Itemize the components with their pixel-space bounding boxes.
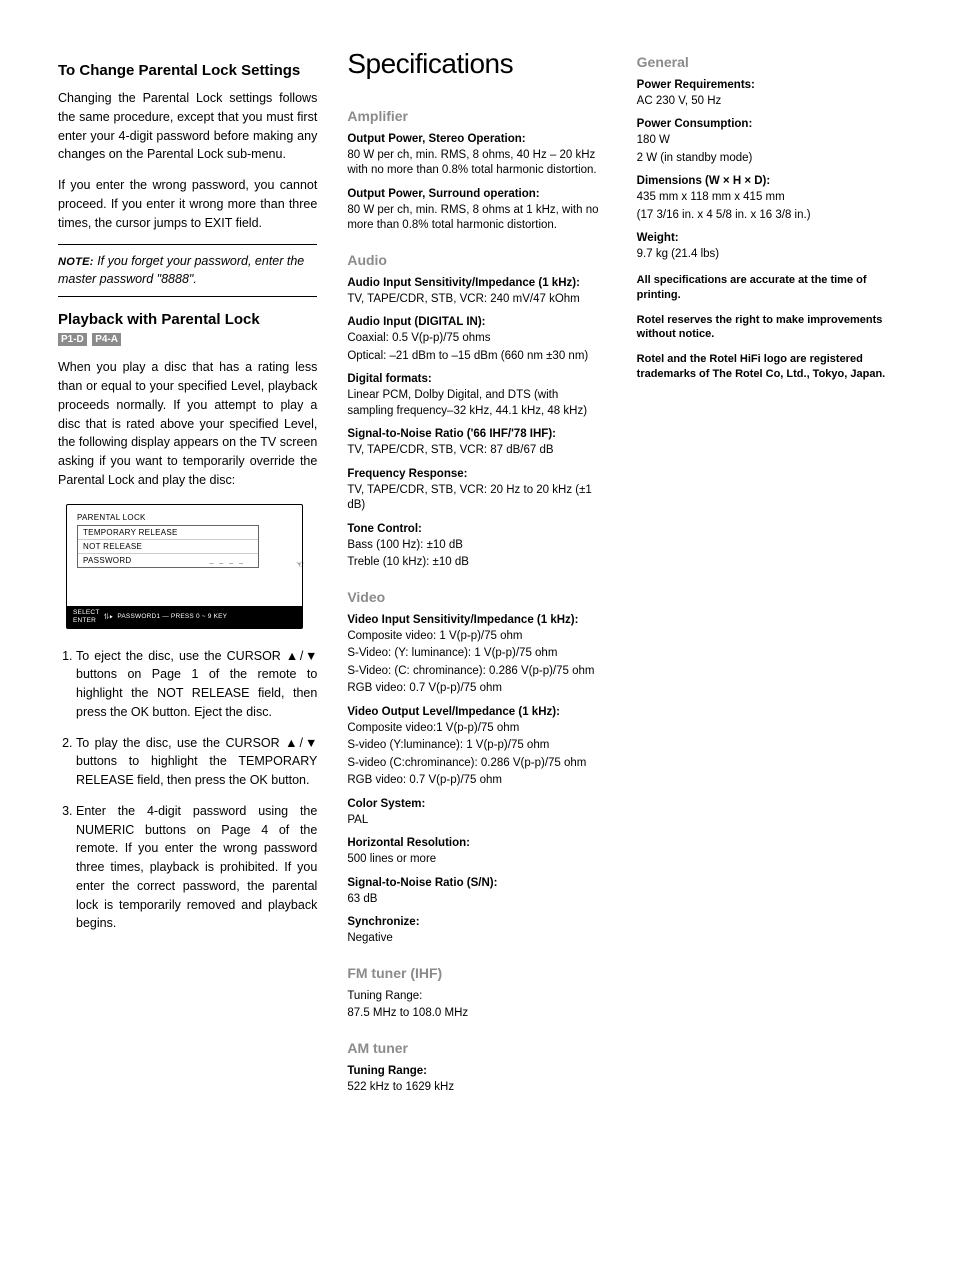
spec-label: Audio Input Sensitivity/Impedance (1 kHz…: [347, 276, 606, 291]
subheading-general: General: [637, 54, 896, 70]
spec-label: Output Power, Stereo Operation:: [347, 132, 606, 147]
note: NOTE: If you forget your password, enter…: [58, 253, 317, 288]
spec-value: Linear PCM, Dolby Digital, and DTS (with…: [347, 388, 606, 419]
dialog-item-password: PASSWORD _ _ _ _: [78, 554, 258, 567]
parental-lock-dialog: PARENTAL LOCK TEMPORARY RELEASE NOT RELE…: [66, 504, 303, 629]
spec-label: Power Consumption:: [637, 117, 896, 132]
spec-value: AC 230 V, 50 Hz: [637, 94, 896, 110]
spec-label: Dimensions (W × H × D):: [637, 174, 896, 189]
dialog-list-wrap: TEMPORARY RELEASE NOT RELEASE PASSWORD _…: [73, 525, 296, 568]
column-2: Specifications Amplifier Output Power, S…: [347, 48, 606, 1097]
spec-value: 63 dB: [347, 892, 606, 908]
legal-note: All specifications are accurate at the t…: [637, 273, 896, 303]
badge-p1d: P1-D: [58, 333, 87, 346]
spec-value: 80 W per ch, min. RMS, 8 ohms, 40 Hz – 2…: [347, 148, 606, 179]
dialog-list: TEMPORARY RELEASE NOT RELEASE PASSWORD _…: [77, 525, 259, 568]
cursor-hand-icon: ☜: [296, 559, 304, 570]
spec-value: S-Video: (C: chrominance): 0.286 V(p-p)/…: [347, 664, 606, 680]
footer-select-enter: SELECT ENTER: [73, 609, 100, 625]
password-label: PASSWORD: [83, 556, 131, 565]
spec-value: TV, TAPE/CDR, STB, VCR: 20 Hz to 20 kHz …: [347, 483, 606, 514]
spec-label: Output Power, Surround operation:: [347, 187, 606, 202]
spec-value: Negative: [347, 931, 606, 947]
spec-label-plain: Tuning Range:: [347, 989, 606, 1005]
spec-value: Treble (10 kHz): ±10 dB: [347, 555, 606, 571]
spec-value: S-video (Y:luminance): 1 V(p-p)/75 ohm: [347, 738, 606, 754]
footer-arrows-icon: ⥮▸: [104, 612, 114, 622]
heading-playback: Playback with Parental Lock: [58, 311, 317, 328]
footer-select: SELECT: [73, 609, 100, 617]
column-3: General Power Requirements: AC 230 V, 50…: [637, 48, 896, 384]
spec-label: Horizontal Resolution:: [347, 836, 606, 851]
subheading-am-tuner: AM tuner: [347, 1040, 606, 1056]
spec-value: 180 W: [637, 133, 896, 149]
spec-value: 2 W (in standby mode): [637, 151, 896, 167]
dialog-title: PARENTAL LOCK: [77, 513, 296, 522]
note-label: NOTE:: [58, 256, 94, 268]
spec-label: Video Output Level/Impedance (1 kHz):: [347, 705, 606, 720]
dialog-item-not-release: NOT RELEASE: [78, 540, 258, 554]
spec-value: TV, TAPE/CDR, STB, VCR: 240 mV/47 kOhm: [347, 292, 606, 308]
spec-value: Bass (100 Hz): ±10 dB: [347, 538, 606, 554]
spec-label: Color System:: [347, 797, 606, 812]
subheading-fm-tuner: FM tuner (IHF): [347, 965, 606, 981]
divider: [58, 244, 317, 245]
step-1: To eject the disc, use the CURSOR ▲/▼ bu…: [76, 647, 317, 722]
spec-value: Coaxial: 0.5 V(p-p)/75 ohms: [347, 331, 606, 347]
spec-label: Weight:: [637, 231, 896, 246]
subheading-amplifier: Amplifier: [347, 108, 606, 124]
paragraph: Changing the Parental Lock settings foll…: [58, 89, 317, 164]
step-2: To play the disc, use the CURSOR ▲/▼ but…: [76, 734, 317, 790]
spec-value: 80 W per ch, min. RMS, 8 ohms at 1 kHz, …: [347, 203, 606, 234]
column-1: To Change Parental Lock Settings Changin…: [58, 48, 317, 945]
note-text: If you forget your password, enter the m…: [58, 254, 304, 286]
badges: P1-D P4-A: [58, 330, 317, 348]
spec-label: Tone Control:: [347, 522, 606, 537]
spec-value: 522 kHz to 1629 kHz: [347, 1080, 606, 1096]
divider: [58, 296, 317, 297]
spec-value: RGB video: 0.7 V(p-p)/75 ohm: [347, 681, 606, 697]
subheading-video: Video: [347, 589, 606, 605]
badge-p4a: P4-A: [92, 333, 121, 346]
dialog-item-temp-release: TEMPORARY RELEASE: [78, 526, 258, 540]
steps-list: To eject the disc, use the CURSOR ▲/▼ bu…: [58, 647, 317, 934]
legal-note: Rotel and the Rotel HiFi logo are regist…: [637, 352, 896, 382]
heading-specifications: Specifications: [347, 48, 606, 80]
spec-value: 9.7 kg (21.4 lbs): [637, 247, 896, 263]
spec-label: Power Requirements:: [637, 78, 896, 93]
step-3: Enter the 4-digit password using the NUM…: [76, 802, 317, 933]
spec-value: S-Video: (Y: luminance): 1 V(p-p)/75 ohm: [347, 646, 606, 662]
spec-label: Tuning Range:: [347, 1064, 606, 1079]
dialog-footer: SELECT ENTER ⥮▸ PASSWORD1 — PRESS 0 ~ 9 …: [67, 606, 302, 628]
dialog-spacer: [73, 568, 296, 604]
paragraph: If you enter the wrong password, you can…: [58, 176, 317, 232]
footer-enter: ENTER: [73, 617, 100, 625]
paragraph: When you play a disc that has a rating l…: [58, 358, 317, 489]
dialog-body: PARENTAL LOCK TEMPORARY RELEASE NOT RELE…: [67, 505, 302, 606]
heading-change-parental-lock: To Change Parental Lock Settings: [58, 62, 317, 79]
spec-value: Optical: –21 dBm to –15 dBm (660 nm ±30 …: [347, 349, 606, 365]
spec-label: Synchronize:: [347, 915, 606, 930]
spec-value: S-video (C:chrominance): 0.286 V(p-p)/75…: [347, 756, 606, 772]
spec-value: (17 3/16 in. x 4 5/8 in. x 16 3/8 in.): [637, 208, 896, 224]
spec-label: Audio Input (DIGITAL IN):: [347, 315, 606, 330]
spec-value: RGB video: 0.7 V(p-p)/75 ohm: [347, 773, 606, 789]
spec-value: TV, TAPE/CDR, STB, VCR: 87 dB/67 dB: [347, 443, 606, 459]
spec-value: 500 lines or more: [347, 852, 606, 868]
spec-label: Signal-to-Noise Ratio ('66 IHF/'78 IHF):: [347, 427, 606, 442]
footer-password-hint: PASSWORD1 — PRESS 0 ~ 9 KEY: [117, 613, 227, 620]
subheading-audio: Audio: [347, 252, 606, 268]
legal-note: Rotel reserves the right to make improve…: [637, 313, 896, 343]
password-dashes: _ _ _ _: [210, 557, 245, 564]
spec-value: 435 mm x 118 mm x 415 mm: [637, 190, 896, 206]
spec-value: Composite video: 1 V(p-p)/75 ohm: [347, 629, 606, 645]
spec-value: Composite video:1 V(p-p)/75 ohm: [347, 721, 606, 737]
spec-label: Video Input Sensitivity/Impedance (1 kHz…: [347, 613, 606, 628]
page-columns: To Change Parental Lock Settings Changin…: [58, 48, 896, 1097]
spec-value: PAL: [347, 813, 606, 829]
spec-label: Signal-to-Noise Ratio (S/N):: [347, 876, 606, 891]
spec-label: Digital formats:: [347, 372, 606, 387]
spec-label: Frequency Response:: [347, 467, 606, 482]
spec-value: 87.5 MHz to 108.0 MHz: [347, 1006, 606, 1022]
